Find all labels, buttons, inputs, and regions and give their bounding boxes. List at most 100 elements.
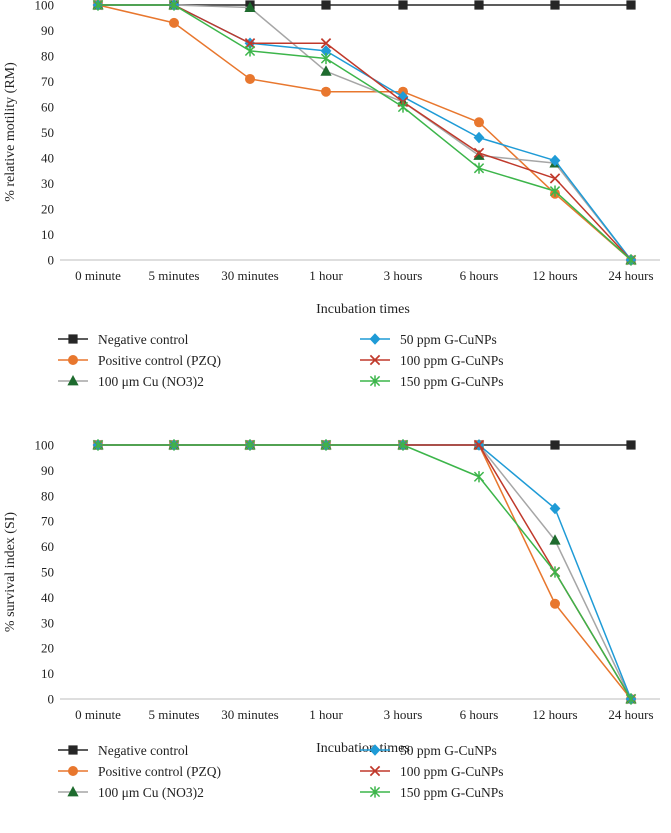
y-axis-title: % survival index (SI) [3,512,18,632]
y-tick-label: 0 [48,253,55,268]
y-tick-label: 10 [41,666,54,681]
y-axis-title: % relative motility (RM) [3,62,18,202]
y-tick-label: 100 [35,438,55,453]
legend-label: 100 μm Cu (NO3)2 [98,785,204,800]
legend-item: 50 ppm G-CuNPs [360,743,497,758]
data-point [625,254,637,266]
x-tick-label: 12 hours [532,707,577,722]
series-5 [92,0,637,266]
data-point [397,101,409,113]
data-point [168,439,180,451]
legend-item: 100 μm Cu (NO3)2 [58,374,204,389]
chart-1: 0 10 20 30 40 50 60 70 80 90 100 0 minute 5 minutes 3… [3,0,660,389]
data-point [626,0,636,10]
x-tick-label: 6 hours [460,268,499,283]
x-tick-label: 5 minutes [149,268,200,283]
y-tick-label: 20 [41,641,54,656]
legend-label: 100 ppm G-CuNPs [400,353,504,368]
y-tick-label: 0 [48,692,55,707]
data-point [473,471,485,483]
data-point [397,91,409,103]
legend-label: 150 ppm G-CuNPs [400,374,504,389]
data-point [321,0,331,10]
legend-label: Negative control [98,743,189,758]
series-line [98,444,632,700]
legend-marker [369,786,381,798]
data-point [549,566,561,578]
x-tick-label: 6 hours [460,707,499,722]
data-point [474,117,484,128]
data-point [398,0,408,10]
legend: Negative control Positive control (PZQ) 10… [58,743,504,800]
y-tick-label: 40 [41,590,54,605]
data-point [320,38,332,49]
series-line [98,4,632,261]
series-line [97,4,632,261]
series-line [98,444,632,700]
legend-marker [68,766,78,776]
legend-item: 50 ppm G-CuNPs [360,332,497,347]
legend-marker [369,765,381,777]
x-tick-label: 0 minute [75,707,121,722]
data-point [244,439,256,451]
series-line [98,4,632,261]
x-tick-label: 0 minute [75,268,121,283]
series-4 [92,0,637,266]
y-tick-label: 20 [41,202,54,217]
data-point [473,131,485,144]
legend-label: 100 ppm G-CuNPs [400,764,504,779]
data-point [321,86,331,97]
data-point [473,147,485,159]
legend-marker [369,744,381,756]
y-tick-label: 40 [41,151,54,166]
data-point [549,502,561,515]
legend-marker [68,355,78,365]
legend-label: Positive control (PZQ) [98,353,221,368]
data-point [244,38,256,49]
y-tick-label: 10 [41,227,54,242]
data-point [549,185,561,197]
series-3 [92,0,637,265]
series-line [98,4,632,261]
data-point [320,45,332,57]
legend-item: 100 ppm G-CuNPs [360,764,504,779]
series-line [98,444,632,700]
data-point [550,598,560,609]
series-line [98,444,632,700]
y-tick-label: 30 [41,615,54,630]
data-point [244,1,256,12]
data-point [473,149,485,160]
data-point [92,0,104,11]
y-tick-label: 50 [41,125,54,140]
data-point [245,73,255,84]
data-point [320,439,332,451]
y-tick-label: 60 [41,539,54,554]
legend-label: Positive control (PZQ) [98,764,221,779]
x-tick-label: 30 minutes [221,707,278,722]
legend-label: 100 μm Cu (NO3)2 [98,374,204,389]
data-point [549,154,561,167]
legend-marker [67,786,79,797]
data-point [550,440,560,450]
legend-label: 150 ppm G-CuNPs [400,785,504,800]
data-point [169,17,179,28]
data-point [474,0,484,10]
series-6 [92,439,637,705]
series-2 [93,0,636,265]
legend-item: Negative control [58,332,189,347]
x-tick-label: 24 hours [608,707,653,722]
y-tick-label: 70 [41,514,54,529]
legend-marker [68,745,78,755]
legend-marker [369,354,381,366]
legend: Negative control Positive control (PZQ) 10… [58,332,504,389]
data-point [92,439,104,451]
data-point [168,0,180,11]
data-point [473,162,485,174]
data-point [625,693,637,705]
x-axis-title: Incubation times [316,302,410,317]
legend-item: 150 ppm G-CuNPs [360,785,504,800]
legend-item: Positive control (PZQ) [58,353,221,368]
y-tick-label: 70 [41,74,54,89]
x-tick-label: 3 hours [384,707,423,722]
